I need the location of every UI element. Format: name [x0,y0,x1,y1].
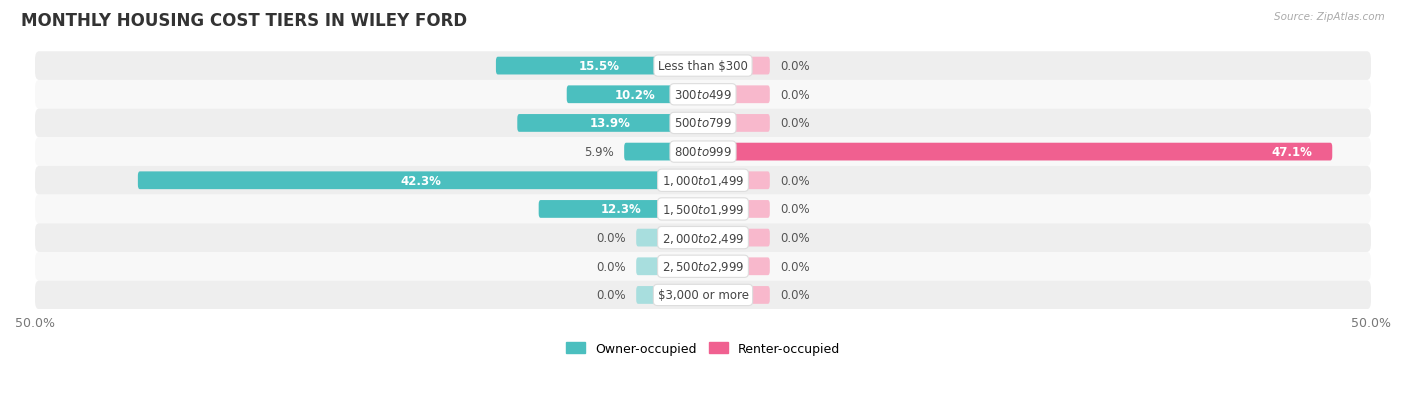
Text: 0.0%: 0.0% [780,260,810,273]
Legend: Owner-occupied, Renter-occupied: Owner-occupied, Renter-occupied [561,337,845,360]
Text: $3,000 or more: $3,000 or more [658,289,748,302]
Text: $800 to $999: $800 to $999 [673,146,733,159]
Text: 0.0%: 0.0% [596,232,626,244]
Text: 0.0%: 0.0% [780,117,810,130]
FancyBboxPatch shape [703,115,770,133]
FancyBboxPatch shape [567,86,703,104]
Text: 0.0%: 0.0% [780,88,810,102]
Text: $1,000 to $1,499: $1,000 to $1,499 [662,174,744,188]
FancyBboxPatch shape [35,224,1371,252]
FancyBboxPatch shape [35,52,1371,81]
Text: $2,500 to $2,999: $2,500 to $2,999 [662,260,744,274]
Text: 0.0%: 0.0% [596,289,626,302]
FancyBboxPatch shape [703,286,770,304]
FancyBboxPatch shape [517,115,703,133]
Text: 10.2%: 10.2% [614,88,655,102]
FancyBboxPatch shape [703,57,770,75]
FancyBboxPatch shape [703,86,770,104]
FancyBboxPatch shape [703,258,770,275]
FancyBboxPatch shape [35,81,1371,109]
FancyBboxPatch shape [624,143,703,161]
FancyBboxPatch shape [35,138,1371,166]
FancyBboxPatch shape [636,286,703,304]
Text: 0.0%: 0.0% [780,174,810,188]
FancyBboxPatch shape [636,258,703,275]
Text: 13.9%: 13.9% [589,117,630,130]
FancyBboxPatch shape [35,252,1371,281]
Text: 5.9%: 5.9% [583,146,613,159]
Text: Less than $300: Less than $300 [658,60,748,73]
Text: 0.0%: 0.0% [780,203,810,216]
Text: Source: ZipAtlas.com: Source: ZipAtlas.com [1274,12,1385,22]
FancyBboxPatch shape [35,195,1371,224]
Text: $300 to $499: $300 to $499 [673,88,733,102]
Text: $500 to $799: $500 to $799 [673,117,733,130]
Text: 42.3%: 42.3% [399,174,441,188]
FancyBboxPatch shape [496,57,703,75]
Text: 0.0%: 0.0% [780,289,810,302]
FancyBboxPatch shape [703,172,770,190]
FancyBboxPatch shape [636,229,703,247]
FancyBboxPatch shape [35,166,1371,195]
FancyBboxPatch shape [538,201,703,218]
Text: 0.0%: 0.0% [596,260,626,273]
FancyBboxPatch shape [703,201,770,218]
FancyBboxPatch shape [35,281,1371,309]
Text: MONTHLY HOUSING COST TIERS IN WILEY FORD: MONTHLY HOUSING COST TIERS IN WILEY FORD [21,12,467,30]
Text: 15.5%: 15.5% [579,60,620,73]
FancyBboxPatch shape [138,172,703,190]
Text: $1,500 to $1,999: $1,500 to $1,999 [662,202,744,216]
Text: $2,000 to $2,499: $2,000 to $2,499 [662,231,744,245]
Text: 47.1%: 47.1% [1271,146,1312,159]
FancyBboxPatch shape [35,109,1371,138]
FancyBboxPatch shape [703,143,1333,161]
Text: 12.3%: 12.3% [600,203,641,216]
Text: 0.0%: 0.0% [780,60,810,73]
FancyBboxPatch shape [703,229,770,247]
Text: 0.0%: 0.0% [780,232,810,244]
